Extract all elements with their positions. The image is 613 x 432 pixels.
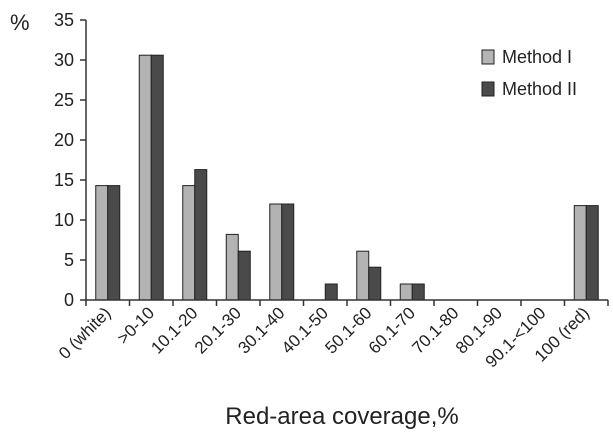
y-tick-label: 30 bbox=[54, 50, 74, 70]
bar-method-1 bbox=[138, 54, 152, 301]
bar-method-1 bbox=[182, 185, 196, 301]
bars-group bbox=[95, 54, 599, 301]
bar-method-2 bbox=[281, 203, 295, 301]
bar-method-1 bbox=[399, 283, 413, 301]
y-tick-label: 5 bbox=[64, 250, 74, 270]
bar-method-2 bbox=[150, 54, 164, 301]
y-tick-label: 25 bbox=[54, 90, 74, 110]
y-axis-label: % bbox=[10, 10, 30, 35]
bar-method-2 bbox=[324, 283, 338, 301]
bar-method-1 bbox=[269, 203, 283, 301]
bar-method-1 bbox=[225, 233, 239, 301]
legend-label: Method II bbox=[502, 79, 577, 99]
y-tick-label: 35 bbox=[54, 10, 74, 30]
bar-method-1 bbox=[95, 185, 109, 301]
bar-method-1 bbox=[573, 205, 587, 301]
y-tick-label: 20 bbox=[54, 130, 74, 150]
x-tick-label: 10.1-20 bbox=[147, 303, 201, 357]
legend-swatch bbox=[481, 49, 495, 65]
y-tick-label: 15 bbox=[54, 170, 74, 190]
legend: Method I Method II bbox=[469, 37, 606, 107]
bar-method-2 bbox=[237, 250, 251, 301]
y-tick-label: 0 bbox=[64, 290, 74, 310]
bar-method-2 bbox=[194, 169, 208, 301]
bar-method-2 bbox=[411, 283, 425, 301]
y-tick-label: 10 bbox=[54, 210, 74, 230]
bar-method-2 bbox=[107, 185, 121, 301]
x-tick-label: 0 (white) bbox=[55, 303, 115, 363]
x-tick-label: 20.1-30 bbox=[191, 303, 245, 357]
x-axis-label: Red-area coverage,% bbox=[225, 403, 458, 430]
bar-method-2 bbox=[368, 266, 382, 301]
x-tick-label: 50.1-60 bbox=[321, 303, 375, 357]
x-tick-label: 60.1-70 bbox=[365, 303, 419, 357]
legend-label: Method I bbox=[502, 47, 572, 67]
legend-swatch bbox=[481, 81, 495, 97]
bar-method-1 bbox=[356, 250, 370, 301]
x-tick-label: 40.1-50 bbox=[278, 303, 332, 357]
x-tick-label: 30.1-40 bbox=[234, 303, 288, 357]
x-tick-label: 70.1-80 bbox=[408, 303, 462, 357]
bar-method-2 bbox=[585, 205, 599, 301]
